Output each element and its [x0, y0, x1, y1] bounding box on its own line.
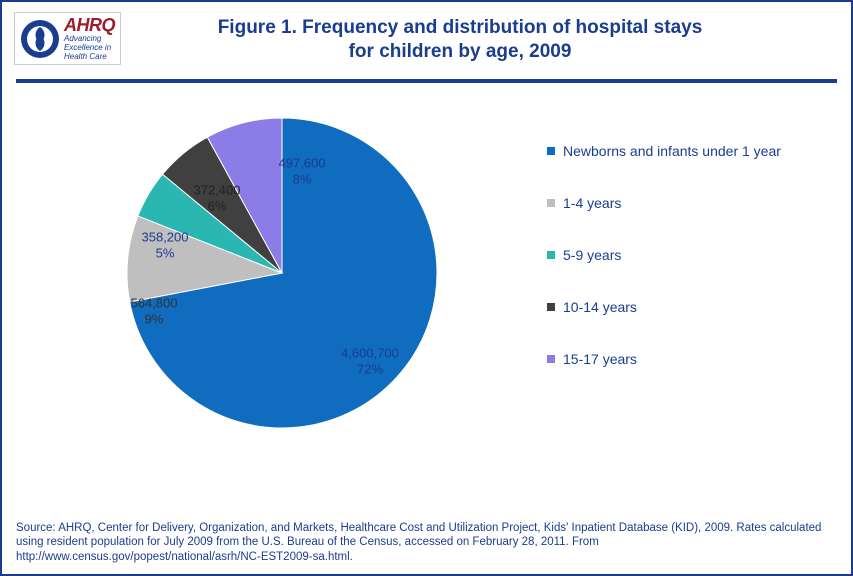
ahrq-tagline-3: Health Care	[64, 53, 115, 61]
header: AHRQ Advancing Excellence in Health Care…	[2, 2, 851, 71]
title-line-2: for children by age, 2009	[349, 41, 572, 62]
legend-label: 15-17 years	[563, 351, 637, 367]
slice-count: 4,600,700	[341, 345, 399, 360]
legend-swatch	[547, 303, 555, 311]
slice-label: 358,2005%	[142, 229, 189, 260]
slice-pct: 6%	[208, 198, 227, 213]
legend-label: 5-9 years	[563, 247, 621, 263]
slice-count: 564,800	[131, 295, 178, 310]
legend-item: 15-17 years	[547, 351, 781, 367]
slice-count: 372,400	[194, 182, 241, 197]
slice-count: 358,200	[142, 229, 189, 244]
legend-swatch	[547, 355, 555, 363]
hhs-seal-icon	[20, 19, 60, 59]
figure-frame: AHRQ Advancing Excellence in Health Care…	[0, 0, 853, 576]
legend-label: 1-4 years	[563, 195, 621, 211]
slice-pct: 9%	[145, 311, 164, 326]
legend-label: Newborns and infants under 1 year	[563, 143, 781, 159]
legend-item: 5-9 years	[547, 247, 781, 263]
slice-label: 372,4006%	[194, 182, 241, 213]
logo-block: AHRQ Advancing Excellence in Health Care	[14, 12, 121, 65]
slice-count: 497,600	[279, 155, 326, 170]
slice-pct: 72%	[357, 361, 383, 376]
ahrq-logo: AHRQ Advancing Excellence in Health Care	[64, 16, 115, 61]
slice-pct: 5%	[156, 245, 175, 260]
legend-swatch	[547, 147, 555, 155]
ahrq-wordmark: AHRQ	[64, 16, 115, 34]
figure-title: Figure 1. Frequency and distribution of …	[121, 12, 839, 64]
legend-label: 10-14 years	[563, 299, 637, 315]
legend-item: Newborns and infants under 1 year	[547, 143, 781, 159]
title-line-1: Figure 1. Frequency and distribution of …	[218, 17, 703, 38]
legend-item: 1-4 years	[547, 195, 781, 211]
legend-item: 10-14 years	[547, 299, 781, 315]
legend-swatch	[547, 251, 555, 259]
chart-area: 4,600,70072%564,8009%358,2005%372,4006%4…	[2, 83, 851, 483]
slice-pct: 8%	[293, 171, 312, 186]
slice-label: 497,6008%	[279, 155, 326, 186]
ahrq-tagline-1: Advancing	[64, 35, 115, 43]
slice-label: 4,600,70072%	[341, 345, 399, 376]
source-note: Source: AHRQ, Center for Delivery, Organ…	[16, 521, 837, 564]
legend-swatch	[547, 199, 555, 207]
ahrq-tagline-2: Excellence in	[64, 44, 115, 52]
legend: Newborns and infants under 1 year 1-4 yea…	[547, 143, 781, 403]
slice-label: 564,8009%	[131, 295, 178, 326]
